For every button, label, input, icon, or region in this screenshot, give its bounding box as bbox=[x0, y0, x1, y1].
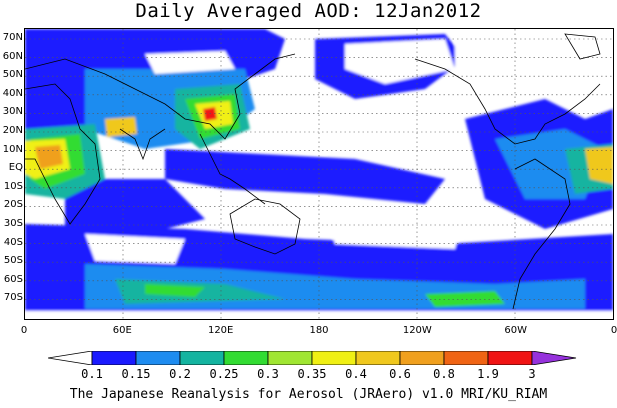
colorbar-level-label: 0.2 bbox=[169, 367, 191, 381]
colorbar-bin bbox=[355, 351, 401, 365]
lat-tick-label: 10S bbox=[3, 180, 23, 192]
aod-clean-north-pacific bbox=[345, 39, 455, 84]
aod-map bbox=[24, 28, 614, 320]
colorbar-bin bbox=[399, 351, 445, 365]
lat-tick-label: 50N bbox=[2, 69, 23, 81]
lat-tick-label: 40N bbox=[2, 87, 23, 99]
colorbar-level-label: 0.15 bbox=[121, 367, 151, 381]
aod-region-arabia-yellow bbox=[105, 117, 137, 137]
colorbar-upper-triangle bbox=[531, 351, 577, 365]
coast-australia bbox=[229, 198, 301, 255]
colorbar-level-label: 1.9 bbox=[477, 367, 499, 381]
lat-tick-label: 70N bbox=[2, 32, 23, 43]
aod-clean-indian-south bbox=[85, 234, 185, 264]
colorbar-bin bbox=[311, 351, 357, 365]
lon-tick-label: 60E bbox=[112, 325, 132, 336]
lat-tick-label: 60N bbox=[2, 50, 23, 62]
lat-tick-label: 50S bbox=[3, 255, 23, 267]
colorbar-level-label: 0.6 bbox=[389, 367, 411, 381]
coast-greenland bbox=[564, 33, 601, 60]
coast-southeast-asia bbox=[199, 133, 266, 205]
colorbar-bin bbox=[443, 351, 489, 365]
lat-tick-label: EQ bbox=[8, 162, 23, 174]
coastlines bbox=[25, 33, 601, 310]
footer-credit: The Japanese Reanalysis for Aerosol (JRA… bbox=[69, 387, 548, 402]
lat-tick-label: 60S bbox=[3, 273, 23, 285]
lon-tick-label: 0 bbox=[20, 325, 28, 336]
aod-region-china-red bbox=[203, 107, 217, 121]
aod-region-southern-green bbox=[145, 284, 205, 297]
coast-africa bbox=[25, 83, 101, 225]
lat-tick-label: 10N bbox=[2, 143, 23, 155]
lat-tick-label: 30S bbox=[3, 218, 23, 229]
colorbar-bin bbox=[135, 351, 181, 365]
map-title: Daily Averaged AOD: 12Jan2012 bbox=[135, 0, 482, 22]
lat-tick-label: 20S bbox=[3, 199, 23, 211]
colorbar-level-label: 0.3 bbox=[257, 367, 279, 381]
lat-tick-label: 20N bbox=[2, 125, 23, 136]
colorbar-level-label: 3 bbox=[528, 367, 536, 381]
coast-europe-asia bbox=[25, 53, 296, 140]
map-gridlines bbox=[25, 29, 613, 319]
colorbar-level-label: 0.1 bbox=[81, 367, 103, 381]
colorbar-bin bbox=[487, 351, 533, 365]
aod-clean-pacific-south bbox=[325, 204, 465, 249]
colorbar-level-label: 0.4 bbox=[345, 367, 367, 381]
lon-tick-label: 0 bbox=[610, 325, 617, 336]
colorbar-bin bbox=[179, 351, 225, 365]
colorbar-level-label: 0.25 bbox=[209, 367, 239, 381]
lon-tick-label: 120E bbox=[207, 325, 234, 336]
lon-tick-label: 120W bbox=[402, 325, 432, 336]
colorbar-bin bbox=[267, 351, 313, 365]
lon-tick-label: 180 bbox=[309, 325, 329, 336]
aod-region-atlantic-green bbox=[425, 291, 505, 307]
aod-field bbox=[25, 29, 613, 319]
aod-map-canvas bbox=[25, 29, 613, 319]
aod-clean-siberia bbox=[145, 51, 235, 74]
colorbar-level-label: 0.35 bbox=[297, 367, 327, 381]
aod-region-america-yellow bbox=[585, 147, 613, 184]
aod-region-sahel-orange bbox=[35, 145, 63, 169]
lat-tick-label: 70S bbox=[3, 292, 23, 304]
lat-tick-label: 30N bbox=[2, 106, 23, 118]
colorbar-bin bbox=[91, 351, 137, 365]
aod-clean-arctic-america bbox=[455, 29, 613, 99]
lat-tick-label: 40S bbox=[3, 236, 23, 248]
colorbar-bin bbox=[223, 351, 269, 365]
lon-tick-label: 60W bbox=[504, 325, 527, 336]
coast-north-america bbox=[414, 58, 601, 145]
coast-india bbox=[119, 128, 166, 161]
aod-region-tropics-pacific bbox=[165, 149, 445, 204]
colorbar-lower-triangle bbox=[48, 351, 93, 365]
aod-clean-central-pacific bbox=[275, 109, 335, 154]
aod-region-indian-ocean bbox=[65, 179, 205, 234]
aod-colorbar bbox=[48, 351, 577, 365]
aod-clean-antarctic bbox=[25, 311, 613, 319]
coast-south-america bbox=[512, 158, 571, 310]
colorbar-level-label: 0.8 bbox=[433, 367, 455, 381]
